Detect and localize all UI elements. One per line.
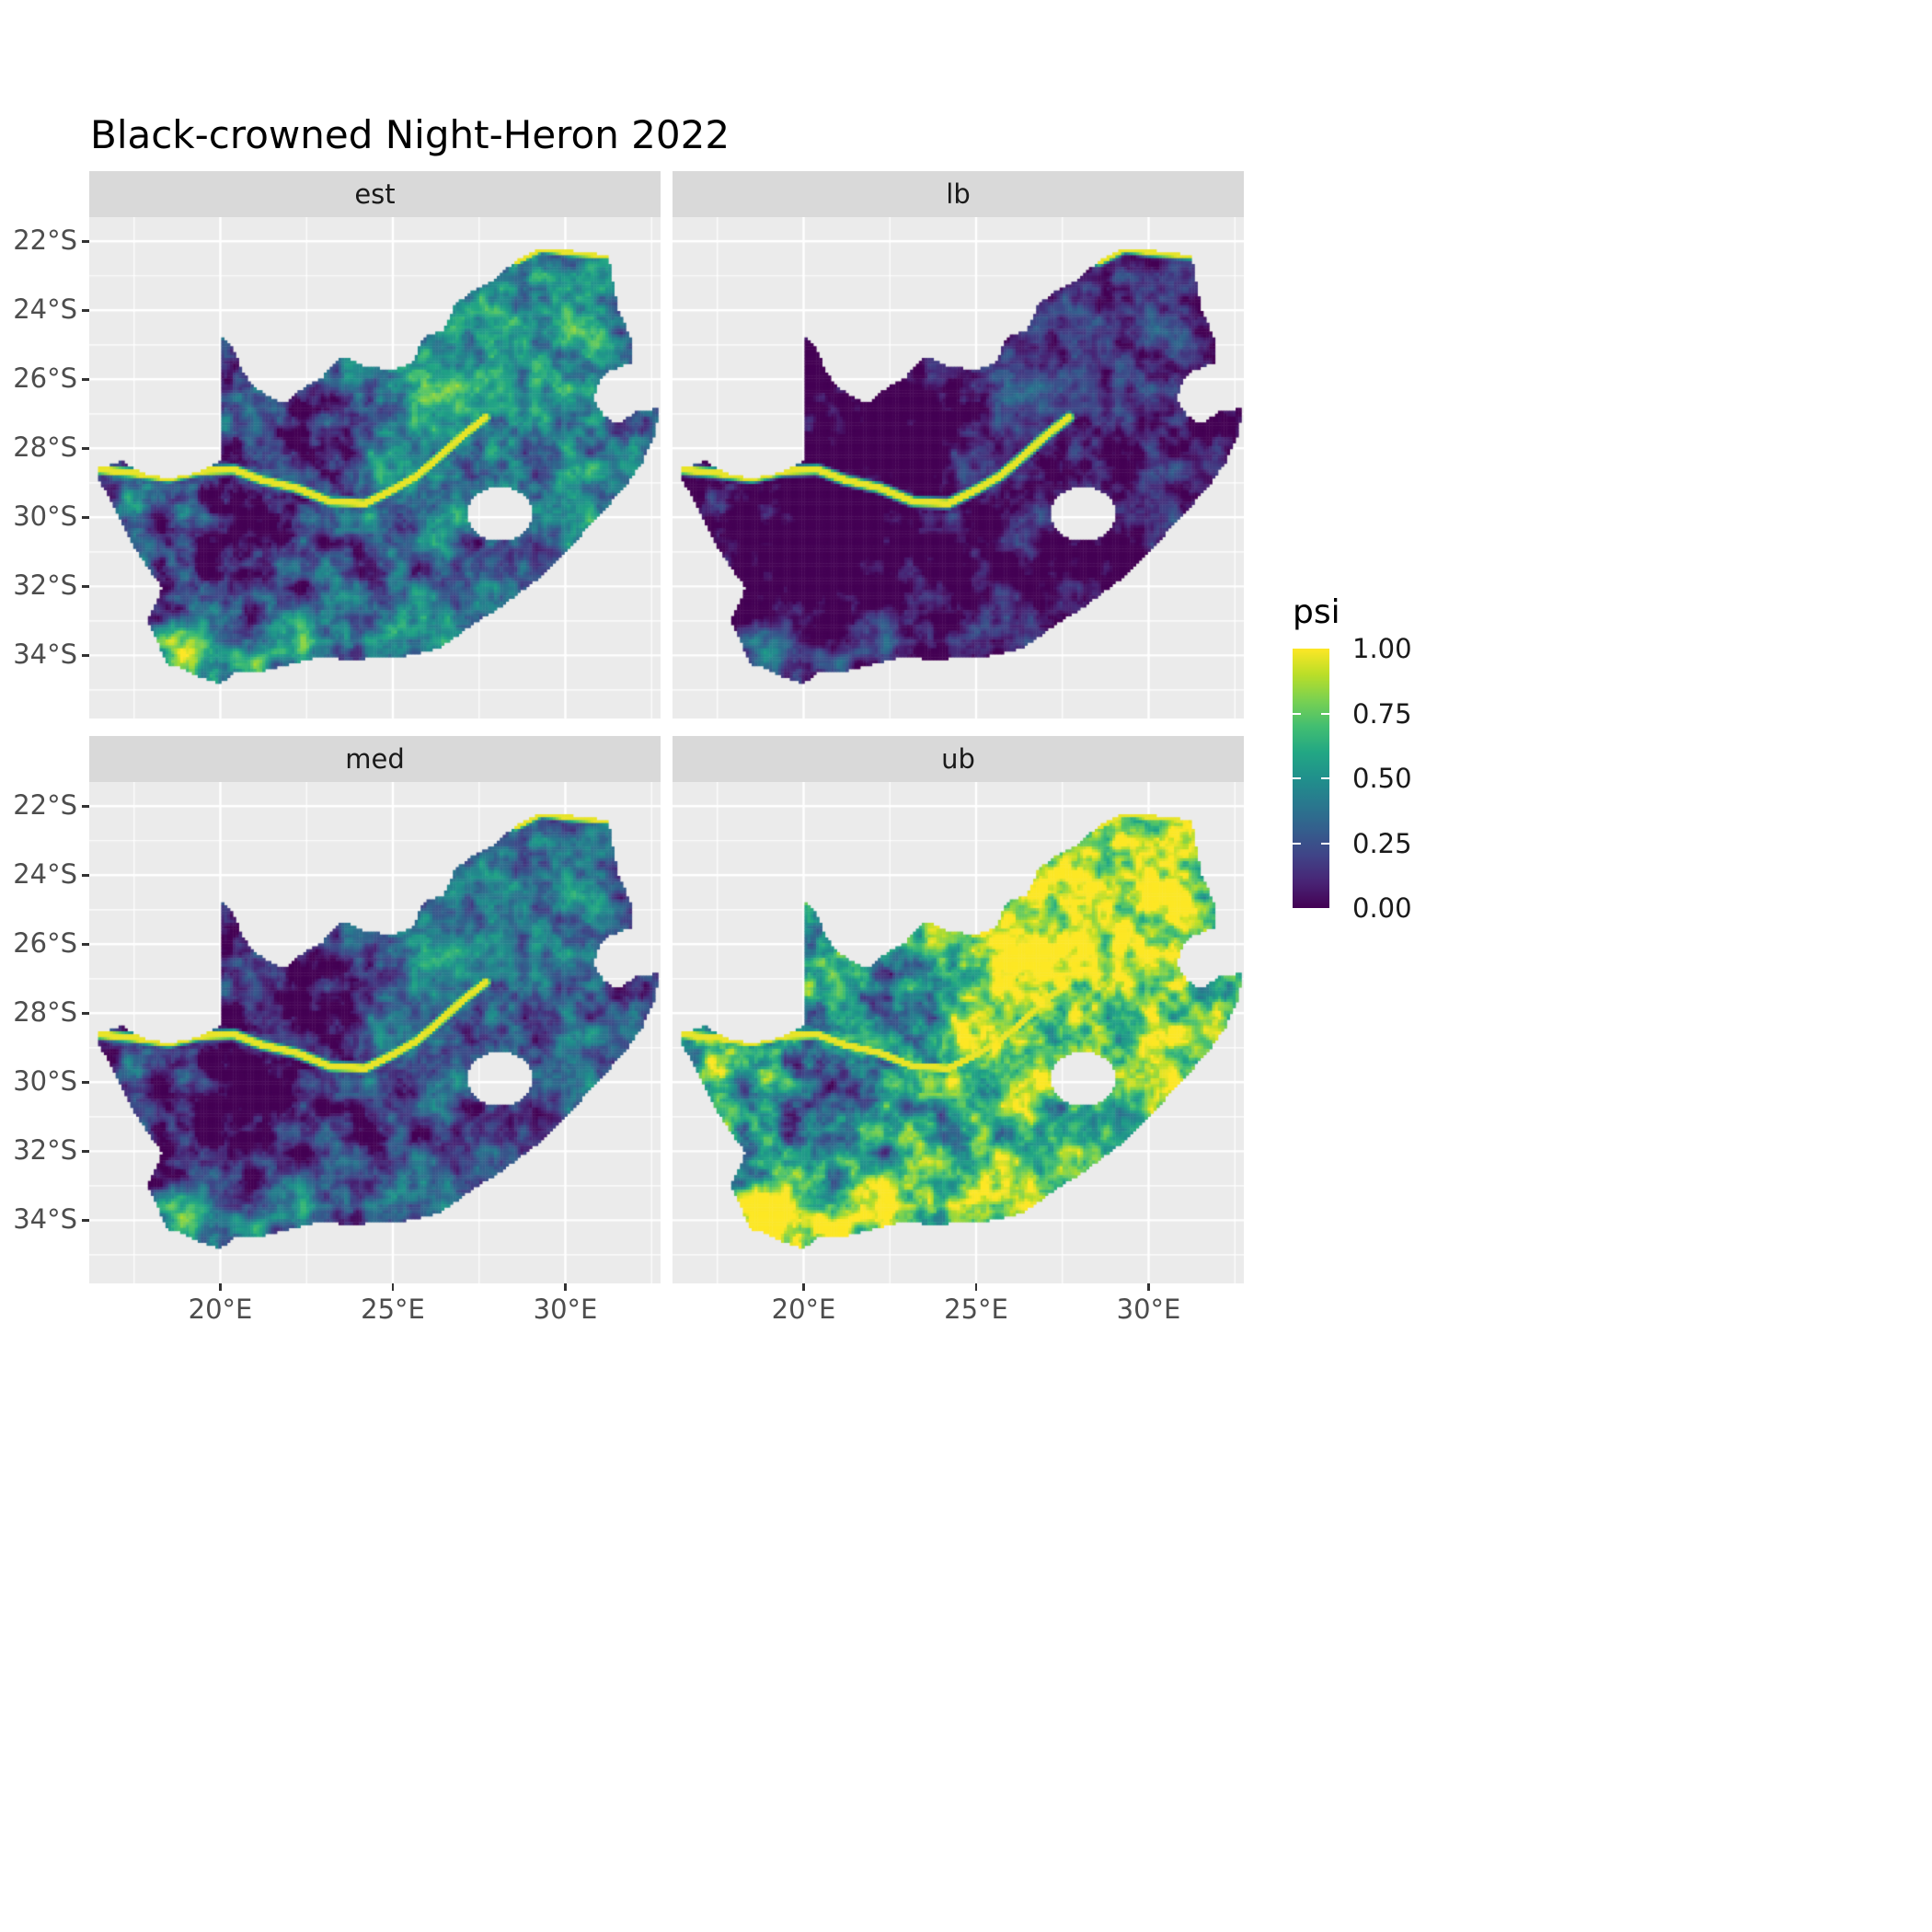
map-canvas-lb [673, 217, 1244, 719]
y-axis-tick-label: 34°S [13, 638, 77, 671]
y-axis-tick-mark [82, 874, 89, 877]
colorbar-tick-mark [1321, 712, 1329, 715]
colorbar-tick-mark [1321, 842, 1329, 845]
x-axis-tick-label: 30°E [1116, 1294, 1181, 1325]
facet-label-ub: ub [941, 743, 975, 775]
x-axis-tick-mark [564, 1283, 567, 1291]
plot-title: Black-crowned Night-Heron 2022 [90, 112, 730, 157]
x-axis-tick-label: 30°E [533, 1294, 598, 1325]
y-axis-tick-label: 22°S [13, 789, 77, 822]
facet-strip-med: med [89, 736, 661, 782]
facet-strip-est: est [89, 171, 661, 217]
y-axis-tick-mark [82, 654, 89, 657]
colorbar-tick-mark [1293, 777, 1301, 779]
y-axis-tick-mark [82, 805, 89, 808]
legend-tick-label: 1.00 [1352, 633, 1412, 664]
colorbar-tick-mark [1293, 842, 1301, 845]
legend: psi 1.00 0.75 0.50 0.25 0.00 [1288, 593, 1472, 980]
x-axis-tick-mark [391, 1283, 395, 1291]
legend-tick-label: 0.75 [1352, 697, 1412, 730]
map-canvas-med [89, 782, 661, 1283]
y-axis-tick-label: 28°S [13, 431, 77, 464]
y-axis-tick-mark [82, 585, 89, 588]
legend-tick-label: 0.00 [1352, 892, 1412, 924]
legend-title: psi [1293, 593, 1340, 631]
y-axis-tick-mark [82, 1219, 89, 1222]
y-axis-tick-label: 24°S [13, 293, 77, 326]
y-axis-tick-label: 22°S [13, 224, 77, 257]
facet-label-est: est [354, 178, 396, 210]
y-axis-tick-mark [82, 378, 89, 381]
facet-panel-est [89, 217, 661, 719]
y-axis-tick-mark [82, 943, 89, 946]
x-axis-tick-mark [1147, 1283, 1150, 1291]
colorbar-tick-mark [1321, 777, 1329, 779]
x-axis-tick-mark [974, 1283, 978, 1291]
x-axis-tick-mark [802, 1283, 805, 1291]
y-axis-tick-label: 34°S [13, 1203, 77, 1236]
legend-tick-label: 0.50 [1352, 763, 1412, 794]
y-axis-tick-label: 26°S [13, 362, 77, 395]
facet-panel-lb [673, 217, 1244, 719]
y-axis-tick-mark [82, 1150, 89, 1153]
facet-strip-lb: lb [673, 171, 1244, 217]
map-canvas-ub [673, 782, 1244, 1283]
y-axis-tick-mark [82, 1081, 89, 1084]
y-axis-tick-label: 30°S [13, 1065, 77, 1098]
x-axis-tick-label: 20°E [771, 1294, 836, 1325]
legend-tick-label: 0.25 [1352, 827, 1412, 859]
y-axis-tick-label: 32°S [13, 1134, 77, 1167]
y-axis-tick-label: 28°S [13, 996, 77, 1029]
x-axis-tick-label: 25°E [361, 1294, 425, 1325]
y-axis-tick-label: 24°S [13, 858, 77, 891]
y-axis-tick-label: 30°S [13, 500, 77, 533]
y-axis-tick-mark [82, 447, 89, 450]
facet-label-med: med [345, 743, 405, 775]
y-axis-tick-label: 26°S [13, 927, 77, 960]
y-axis-tick-mark [82, 309, 89, 312]
y-axis-tick-label: 32°S [13, 569, 77, 602]
x-axis-tick-label: 20°E [188, 1294, 253, 1325]
legend-colorbar [1293, 649, 1329, 908]
y-axis-tick-mark [82, 516, 89, 519]
facet-label-lb: lb [946, 178, 971, 210]
facet-strip-ub: ub [673, 736, 1244, 782]
y-axis-tick-mark [82, 240, 89, 243]
x-axis-tick-mark [219, 1283, 222, 1291]
colorbar-tick-mark [1293, 712, 1301, 715]
x-axis-tick-label: 25°E [944, 1294, 1008, 1325]
y-axis-tick-mark [82, 1012, 89, 1015]
facet-panel-med [89, 782, 661, 1283]
facet-panel-ub [673, 782, 1244, 1283]
map-canvas-est [89, 217, 661, 719]
